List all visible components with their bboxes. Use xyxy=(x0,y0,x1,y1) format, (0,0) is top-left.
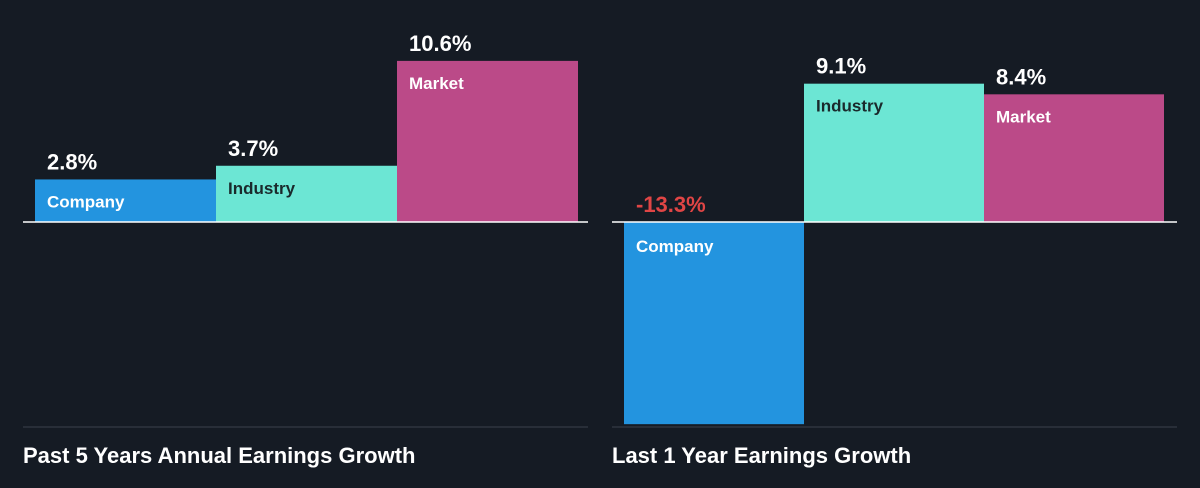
chart-title-last-1-year: Last 1 Year Earnings Growth xyxy=(612,443,912,468)
bar-past-5-years-market xyxy=(397,60,578,222)
bar-last-1-year-industry xyxy=(804,83,984,223)
category-label-past-5-years-company: Company xyxy=(47,192,125,211)
category-label-past-5-years-industry: Industry xyxy=(228,179,296,198)
category-label-last-1-year-company: Company xyxy=(636,237,714,256)
bar-past-5-years-industry xyxy=(216,165,397,222)
value-label-last-1-year-company: -13.3% xyxy=(636,192,706,217)
bar-past-5-years-company xyxy=(35,179,216,222)
bar-last-1-year-company xyxy=(624,222,804,425)
value-label-last-1-year-market: 8.4% xyxy=(996,64,1046,89)
value-label-past-5-years-market: 10.6% xyxy=(409,31,471,56)
value-label-last-1-year-industry: 9.1% xyxy=(816,54,866,79)
category-label-last-1-year-industry: Industry xyxy=(816,97,884,116)
bar-last-1-year-market xyxy=(984,94,1164,222)
chart-title-past-5-years: Past 5 Years Annual Earnings Growth xyxy=(23,443,416,468)
value-label-past-5-years-industry: 3.7% xyxy=(228,136,278,161)
value-label-past-5-years-company: 2.8% xyxy=(47,149,97,174)
category-label-past-5-years-market: Market xyxy=(409,74,464,93)
category-label-last-1-year-market: Market xyxy=(996,107,1051,126)
